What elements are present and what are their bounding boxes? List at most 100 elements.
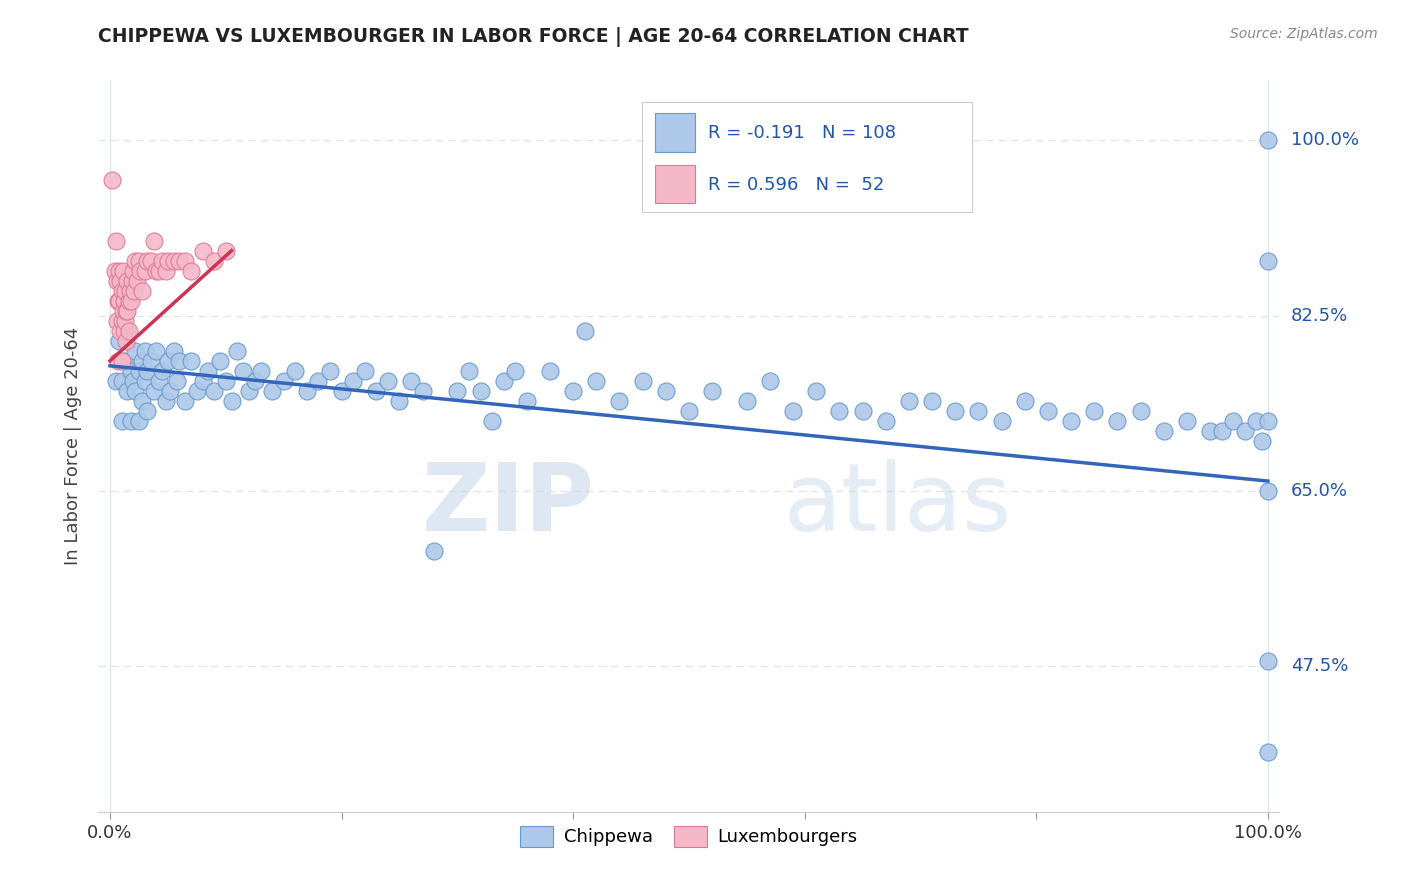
Point [124, 384, 146, 398]
Point [609, 393, 631, 408]
Point [446, 384, 468, 398]
Point [110, 314, 132, 328]
Point [150, 253, 173, 268]
Point [1083, 404, 1105, 418]
Point [136, 253, 159, 268]
Point [169, 354, 191, 368]
Point [967, 404, 990, 418]
Point [156, 253, 179, 268]
Point [110, 324, 132, 338]
Point [852, 404, 875, 418]
Point [1199, 424, 1222, 438]
Point [104, 234, 127, 248]
Point [208, 354, 231, 368]
Point [307, 374, 329, 388]
Point [197, 364, 219, 378]
Point [232, 364, 254, 378]
Point [117, 274, 139, 288]
Point [104, 374, 127, 388]
Text: atlas: atlas [783, 458, 1012, 550]
Point [1233, 424, 1256, 438]
Point [115, 334, 138, 348]
Point [342, 374, 364, 388]
Point [163, 253, 186, 268]
Point [117, 384, 139, 398]
Point [148, 263, 170, 277]
Point [423, 544, 446, 558]
Point [284, 364, 307, 378]
Point [117, 303, 139, 318]
Point [124, 253, 146, 268]
Point [1153, 424, 1175, 438]
Point [503, 364, 526, 378]
Point [700, 384, 723, 398]
Point [131, 284, 153, 298]
Point [122, 374, 145, 388]
Point [262, 384, 284, 398]
Point [128, 253, 150, 268]
Point [174, 393, 197, 408]
Point [377, 374, 399, 388]
Point [128, 414, 150, 428]
Point [1060, 414, 1083, 428]
Point [124, 343, 146, 358]
Text: Source: ZipAtlas.com: Source: ZipAtlas.com [1230, 27, 1378, 41]
Point [118, 284, 141, 298]
Point [215, 244, 238, 258]
Text: 47.5%: 47.5% [1291, 657, 1348, 675]
Point [108, 334, 131, 348]
Point [1257, 414, 1279, 428]
Point [1257, 484, 1279, 499]
Point [249, 364, 271, 378]
Point [1175, 414, 1198, 428]
Point [134, 263, 156, 277]
Point [1257, 745, 1279, 759]
Point [136, 364, 159, 378]
Point [120, 414, 142, 428]
Point [1257, 253, 1279, 268]
Point [150, 364, 173, 378]
Text: CHIPPEWA VS LUXEMBOURGER IN LABOR FORCE | AGE 20-64 CORRELATION CHART: CHIPPEWA VS LUXEMBOURGER IN LABOR FORCE … [98, 27, 969, 46]
Point [174, 253, 197, 268]
Point [458, 364, 481, 378]
Point [156, 354, 179, 368]
Point [131, 393, 153, 408]
Point [875, 414, 897, 428]
Point [117, 324, 139, 338]
Point [105, 314, 128, 328]
Point [191, 374, 214, 388]
Point [585, 374, 607, 388]
Point [1257, 655, 1279, 669]
Point [186, 384, 208, 398]
Point [134, 343, 156, 358]
Point [107, 354, 129, 368]
Point [562, 384, 585, 398]
Point [943, 404, 966, 418]
Point [129, 263, 152, 277]
Point [101, 173, 124, 187]
Point [180, 263, 202, 277]
Text: 100.0%: 100.0% [1291, 131, 1358, 149]
Point [538, 364, 561, 378]
Point [105, 274, 128, 288]
Point [112, 354, 135, 368]
Point [1211, 424, 1233, 438]
Point [897, 393, 920, 408]
Point [136, 404, 159, 418]
Point [295, 384, 318, 398]
Point [243, 374, 266, 388]
Point [215, 374, 238, 388]
Point [143, 384, 166, 398]
Point [678, 404, 700, 418]
Point [319, 364, 342, 378]
Point [1014, 393, 1036, 408]
Point [238, 384, 260, 398]
Point [1246, 414, 1268, 428]
Point [180, 354, 202, 368]
Point [120, 293, 142, 308]
Point [1036, 404, 1059, 418]
Point [110, 354, 132, 368]
Point [412, 384, 434, 398]
Point [122, 263, 145, 277]
Point [121, 274, 143, 288]
